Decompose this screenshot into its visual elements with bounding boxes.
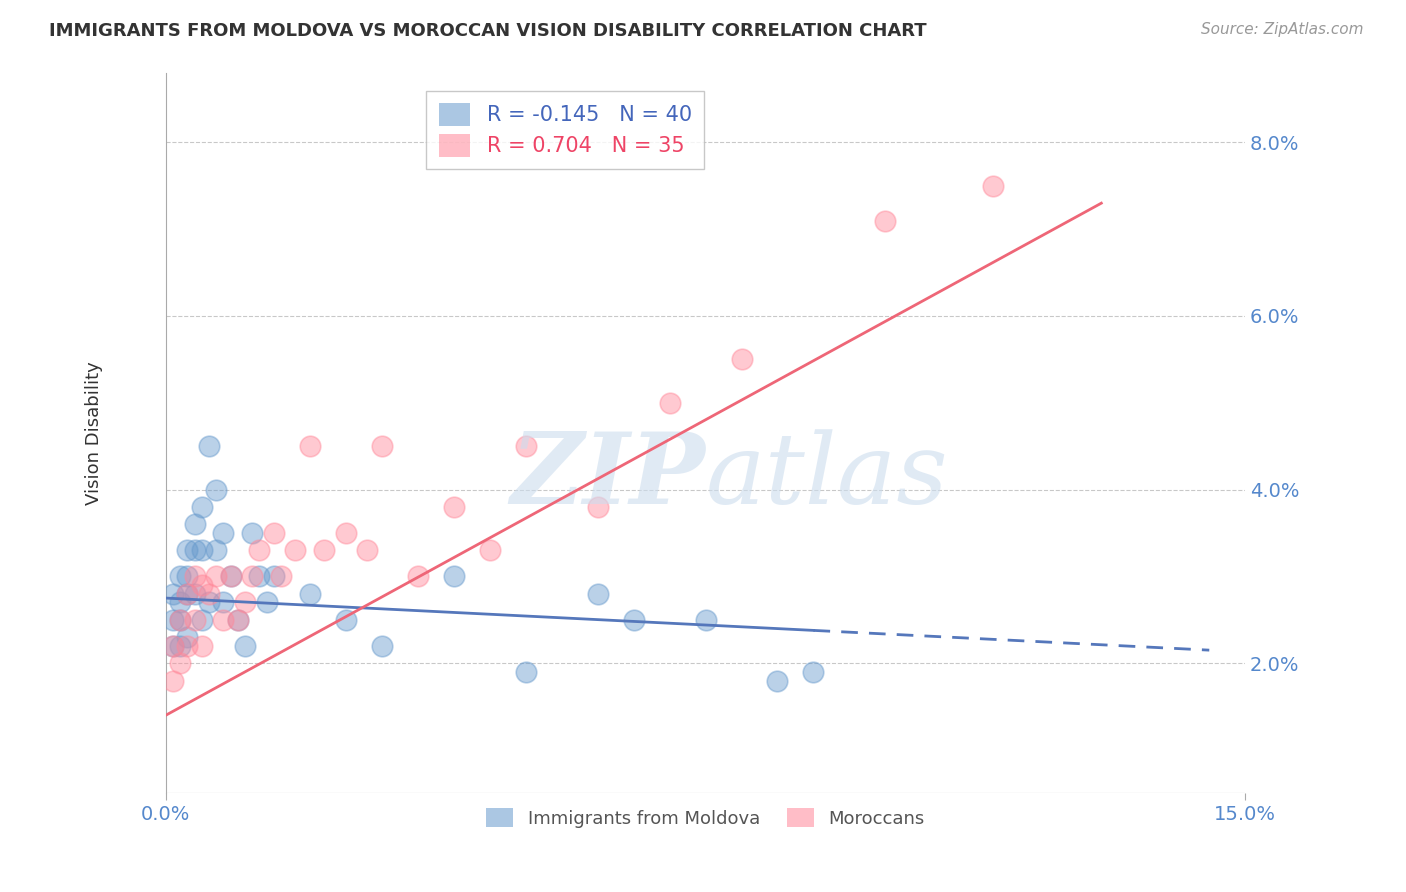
Point	[183, 543, 205, 558]
Point	[191, 639, 214, 653]
Point	[162, 587, 184, 601]
Text: Source: ZipAtlas.com: Source: ZipAtlas.com	[1201, 22, 1364, 37]
Point	[226, 613, 249, 627]
Point	[240, 526, 263, 541]
Point	[443, 569, 465, 583]
Point	[169, 639, 191, 653]
Point	[191, 543, 214, 558]
Point	[162, 673, 184, 688]
Point	[205, 543, 228, 558]
Point	[247, 543, 270, 558]
Point	[256, 595, 278, 609]
Point	[335, 526, 357, 541]
Point	[298, 439, 321, 453]
Point	[515, 665, 537, 679]
Point	[803, 665, 825, 679]
Point	[219, 569, 242, 583]
Point	[247, 569, 270, 583]
Point	[169, 595, 191, 609]
Point	[162, 639, 184, 653]
Point	[233, 595, 256, 609]
Point	[191, 578, 214, 592]
Point	[356, 543, 378, 558]
Legend: Immigrants from Moldova, Moroccans: Immigrants from Moldova, Moroccans	[479, 801, 932, 835]
Point	[370, 639, 392, 653]
Point	[191, 500, 214, 514]
Point	[198, 595, 221, 609]
Point	[212, 595, 235, 609]
Point	[875, 213, 897, 227]
Text: IMMIGRANTS FROM MOLDOVA VS MOROCCAN VISION DISABILITY CORRELATION CHART: IMMIGRANTS FROM MOLDOVA VS MOROCCAN VISI…	[49, 22, 927, 40]
Point	[205, 569, 228, 583]
Text: atlas: atlas	[706, 429, 948, 524]
Point	[169, 613, 191, 627]
Point	[298, 587, 321, 601]
Point	[176, 543, 198, 558]
Point	[226, 613, 249, 627]
Point	[983, 178, 1005, 193]
Point	[219, 569, 242, 583]
Point	[183, 569, 205, 583]
Point	[176, 587, 198, 601]
Point	[695, 613, 717, 627]
Point	[176, 587, 198, 601]
Point	[586, 587, 609, 601]
Point	[335, 613, 357, 627]
Point	[443, 500, 465, 514]
Point	[183, 517, 205, 532]
Point	[658, 396, 681, 410]
Point	[212, 613, 235, 627]
Point	[284, 543, 307, 558]
Point	[191, 613, 214, 627]
Point	[233, 639, 256, 653]
Point	[270, 569, 292, 583]
Point	[314, 543, 336, 558]
Point	[176, 639, 198, 653]
Point	[183, 613, 205, 627]
Point	[515, 439, 537, 453]
Point	[240, 569, 263, 583]
Point	[586, 500, 609, 514]
Point	[176, 569, 198, 583]
Point	[183, 587, 205, 601]
Point	[169, 656, 191, 670]
Point	[205, 483, 228, 497]
Text: ZIP: ZIP	[510, 428, 706, 524]
Point	[370, 439, 392, 453]
Point	[766, 673, 789, 688]
Point	[623, 613, 645, 627]
Point	[478, 543, 501, 558]
Point	[730, 352, 752, 367]
Point	[198, 587, 221, 601]
Point	[263, 526, 285, 541]
Point	[176, 630, 198, 644]
Point	[169, 569, 191, 583]
Point	[198, 439, 221, 453]
Y-axis label: Vision Disability: Vision Disability	[86, 361, 103, 505]
Point	[162, 639, 184, 653]
Point	[263, 569, 285, 583]
Point	[169, 613, 191, 627]
Point	[406, 569, 429, 583]
Point	[162, 613, 184, 627]
Point	[212, 526, 235, 541]
